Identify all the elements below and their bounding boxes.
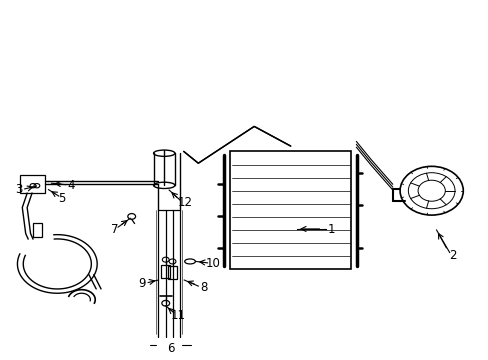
- Text: 10: 10: [205, 257, 221, 270]
- Text: 11: 11: [170, 309, 185, 321]
- Text: 5: 5: [59, 192, 66, 205]
- Text: 1: 1: [326, 223, 334, 236]
- Text: 7: 7: [111, 223, 118, 236]
- Text: 9: 9: [139, 277, 146, 290]
- Text: 2: 2: [448, 248, 455, 261]
- Bar: [33, 223, 41, 237]
- Bar: [20, 175, 45, 193]
- Bar: [229, 152, 351, 269]
- Text: 4: 4: [67, 179, 75, 192]
- Text: 12: 12: [177, 195, 192, 209]
- Bar: [168, 266, 177, 279]
- Bar: [161, 265, 170, 278]
- Text: 8: 8: [200, 282, 207, 294]
- Text: 3: 3: [15, 183, 22, 196]
- Text: 6: 6: [166, 342, 174, 355]
